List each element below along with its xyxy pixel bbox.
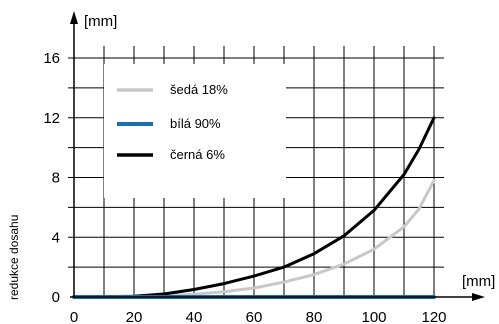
series-line	[72, 116, 436, 299]
y-tick-label: 8	[52, 170, 60, 187]
x-tick-label: 120	[421, 309, 446, 324]
legend: šedá 18% bílá 90% černá 6%	[117, 82, 228, 162]
x-tick-label: 80	[306, 309, 323, 324]
legend-label: šedá 18%	[170, 82, 228, 97]
x-axis-arrow	[472, 293, 485, 301]
x-tick-label: 20	[126, 309, 143, 324]
axes	[70, 11, 485, 301]
y-tick-label: 12	[43, 110, 60, 127]
y-unit-label: [mm]	[84, 13, 117, 30]
x-tick-label: 60	[246, 309, 263, 324]
x-tick-label: 0	[70, 309, 78, 324]
legend-label: černá 6%	[170, 147, 225, 162]
y-tick-label: 16	[43, 50, 60, 67]
y-axis-arrow	[70, 11, 78, 24]
tick-labels: 0 20 40 60 80 100 120 0 4 8 12 16	[43, 50, 446, 324]
legend-label: bílá 90%	[170, 116, 221, 131]
y-tick-label: 0	[52, 289, 60, 306]
x-tick-label: 40	[186, 309, 203, 324]
y-axis-title: redukce dosahu	[7, 215, 21, 300]
x-tick-label: 100	[361, 309, 386, 324]
y-tick-label: 4	[52, 229, 60, 246]
x-unit-label: [mm]	[462, 273, 495, 290]
legend-background	[104, 64, 286, 198]
